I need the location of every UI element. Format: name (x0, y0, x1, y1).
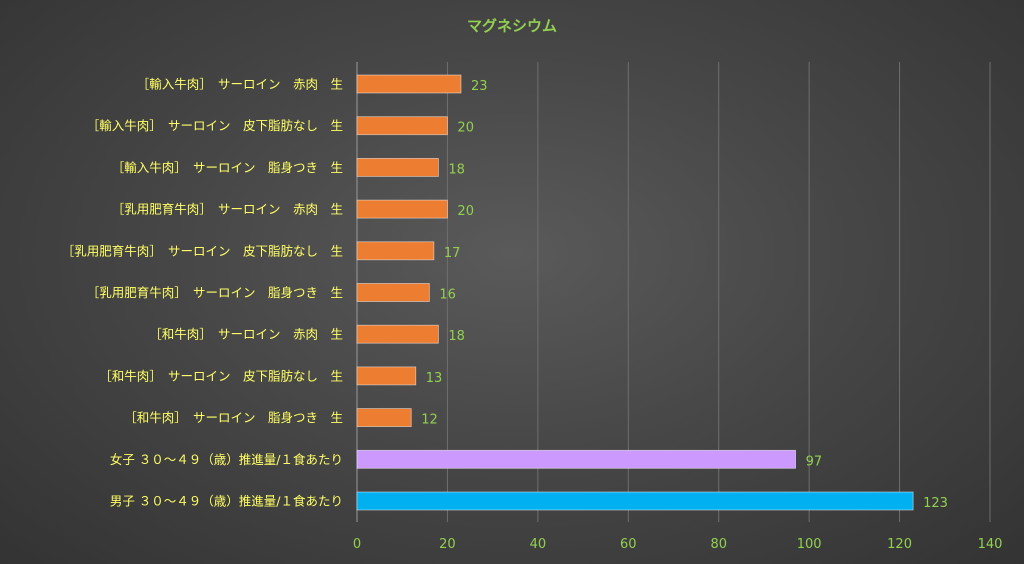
data-label: 20 (457, 204, 474, 219)
x-tick-label: 140 (978, 537, 1003, 552)
bar (356, 74, 462, 94)
bar (356, 283, 430, 302)
x-axis-ticks: 0 20 40 60 80 100 120 140 (353, 537, 1003, 552)
data-label: 97 (806, 454, 823, 469)
bar (356, 366, 417, 386)
bar (356, 199, 448, 219)
category-label: ［乳用肥育牛肉］ サーロイン 赤肉 生 (112, 202, 343, 217)
bar (356, 324, 439, 344)
chart-title: マグネシウム (467, 17, 557, 35)
category-label: ［乳用肥育牛肉］ サーロイン 脂身つき 生 (87, 285, 343, 300)
x-tick-label: 40 (530, 537, 547, 552)
category-label: ［輸入牛肉］ サーロイン 皮下脂肪なし 生 (87, 118, 343, 133)
data-label: 13 (426, 371, 443, 386)
data-label: 123 (923, 496, 948, 511)
data-label: 18 (448, 329, 465, 344)
category-label: 男子 ３０～４９（歳）推進量/１食あたり (110, 494, 343, 509)
data-label: 12 (421, 413, 438, 428)
bar (356, 116, 448, 136)
x-tick-label: 60 (620, 537, 637, 552)
category-label: 女子 ３０～４９（歳）推進量/１食あたり (110, 452, 343, 467)
category-label: ［乳用肥育牛肉］ サーロイン 皮下脂肪なし 生 (62, 243, 343, 258)
x-tick-label: 80 (710, 537, 727, 552)
category-label: ［輸入牛肉］ サーロイン 脂身つき 生 (112, 160, 343, 175)
bar (356, 408, 412, 428)
bars (356, 74, 914, 511)
category-label: ［和牛肉］ サーロイン 皮下脂肪なし 生 (99, 368, 343, 383)
data-label: 16 (439, 288, 456, 303)
bar (356, 241, 435, 261)
data-label: 23 (471, 79, 488, 94)
data-label: 18 (448, 162, 465, 177)
grid-lines (356, 62, 991, 522)
data-labels: 23 20 18 20 17 16 18 13 12 97 123 (421, 79, 948, 511)
category-label: ［輸入牛肉］ サーロイン 赤肉 生 (137, 77, 343, 92)
bar (356, 157, 439, 177)
x-tick-label: 120 (887, 537, 912, 552)
category-label: ［和牛肉］ サーロイン 赤肉 生 (149, 327, 343, 342)
data-label: 20 (457, 121, 474, 136)
x-tick-label: 100 (797, 537, 822, 552)
category-labels: ［輸入牛肉］ サーロイン 赤肉 生 ［輸入牛肉］ サーロイン 皮下脂肪なし 生 ［輸… (62, 77, 343, 509)
bar (356, 491, 914, 511)
bar (356, 449, 796, 469)
category-label: ［和牛肉］ サーロイン 脂身つき 生 (124, 410, 343, 425)
x-tick-label: 0 (353, 537, 361, 552)
data-label: 17 (444, 246, 461, 261)
x-tick-label: 20 (439, 537, 456, 552)
